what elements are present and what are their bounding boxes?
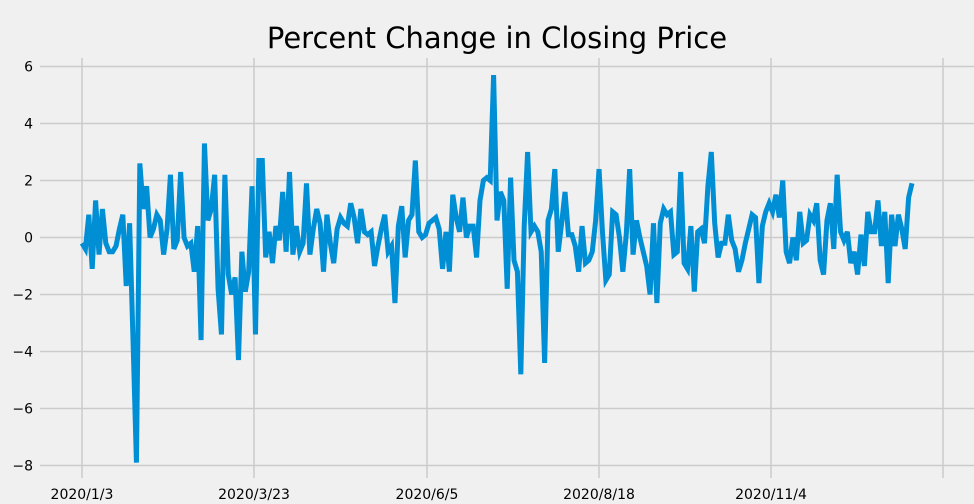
x-axis-tick-labels: 2020/1/3 2020/3/23 2020/6/5 2020/8/18 2020/1… — [51, 487, 807, 503]
y-tick-label: 6 — [24, 60, 33, 76]
y-tick-label: −6 — [12, 402, 33, 418]
series-line — [79, 74, 915, 463]
y-tick-label: −4 — [12, 345, 33, 361]
chart-title: Percent Change in Closing Price — [267, 21, 727, 55]
x-tick-label: 2020/6/5 — [396, 487, 459, 503]
x-tick-label: 2020/3/23 — [218, 487, 290, 503]
x-tick-label: 2020/11/4 — [735, 487, 807, 503]
y-tick-label: 4 — [24, 117, 33, 133]
y-axis-tick-labels: −8 −6 −4 −2 0 2 4 6 — [12, 60, 33, 475]
y-tick-label: 2 — [24, 174, 33, 190]
x-tick-label: 2020/8/18 — [563, 487, 635, 503]
y-tick-label: −2 — [12, 288, 33, 304]
y-tick-label: 0 — [24, 231, 33, 247]
y-tick-label: −8 — [12, 459, 33, 475]
x-tick-label: 2020/1/3 — [51, 487, 114, 503]
